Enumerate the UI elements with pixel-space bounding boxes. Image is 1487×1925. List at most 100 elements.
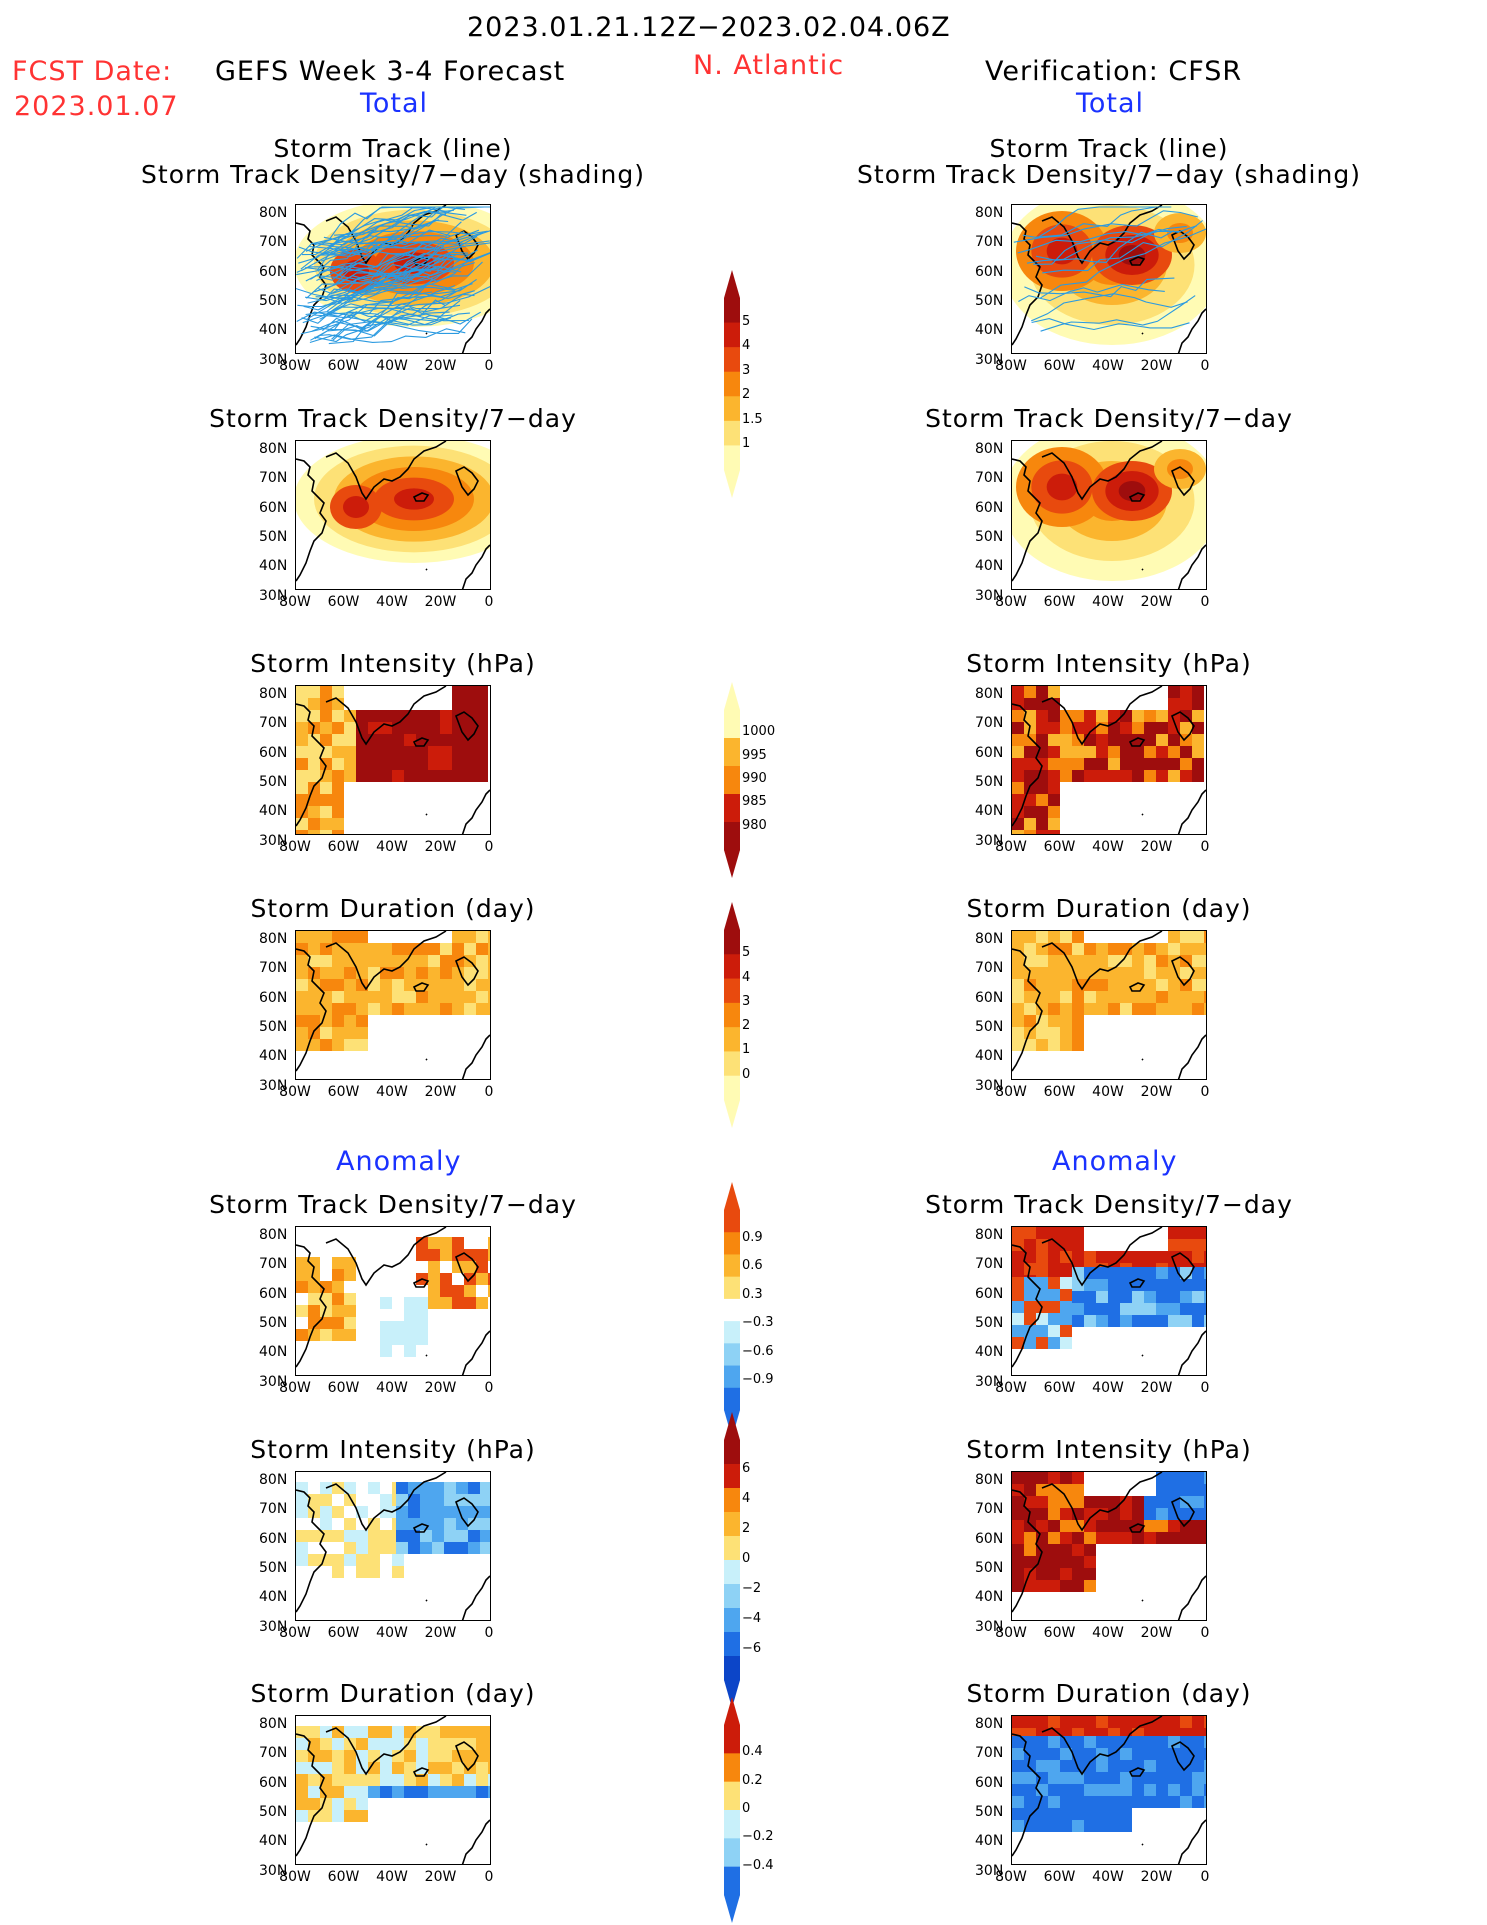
shade-cell — [468, 1518, 480, 1530]
shade-cell — [296, 770, 308, 782]
shade-cell — [1024, 979, 1036, 991]
shade-cell — [1120, 722, 1132, 734]
shade-cell — [1048, 1325, 1060, 1337]
shade-cell — [1036, 1472, 1048, 1484]
shade-cell — [440, 1273, 452, 1285]
coastline — [1177, 544, 1206, 589]
shade-cell — [1168, 1760, 1180, 1772]
shade-cell — [416, 770, 428, 782]
coastline — [454, 711, 479, 742]
shade-cell — [1192, 710, 1204, 722]
shade-cell — [356, 1774, 368, 1786]
shade-cell — [332, 1281, 344, 1293]
shade-cell — [488, 1249, 490, 1261]
map-panel-right-aduration — [1011, 1715, 1207, 1865]
shade-cell — [344, 1293, 356, 1305]
shade-cell — [296, 979, 308, 991]
shade-cell — [416, 1750, 428, 1762]
shade-cell — [296, 1506, 308, 1518]
shade-cell — [420, 1482, 432, 1494]
shade-cell — [1204, 1251, 1206, 1263]
lon-tick-label: 40W — [376, 1625, 408, 1641]
shade-cell — [1180, 1003, 1192, 1015]
colorbar-segment — [724, 1254, 740, 1278]
colorbar-label: −6 — [742, 1641, 762, 1656]
shade-cell — [296, 1786, 308, 1798]
shade-cell — [1192, 1796, 1204, 1808]
lat-tick-label: 40N — [259, 1589, 288, 1606]
shade-cell — [1180, 1291, 1192, 1303]
shade-cell — [1072, 1279, 1084, 1291]
shade-cell — [320, 1726, 332, 1738]
shade-cell — [344, 943, 356, 955]
storm-track-line — [1039, 228, 1206, 299]
shade-cell — [428, 710, 440, 722]
storm-track-line — [329, 206, 468, 239]
coastline — [296, 458, 327, 582]
shade-cell — [432, 1494, 444, 1506]
shade-cell — [432, 1506, 444, 1518]
shade-cell — [308, 1293, 320, 1305]
shade-cell — [392, 1003, 404, 1015]
coastline — [325, 441, 447, 501]
shade-cell — [1012, 1289, 1024, 1301]
shade-cell — [488, 943, 490, 955]
coastline — [1177, 789, 1206, 834]
shade-cell — [1072, 1303, 1084, 1315]
shade-cell — [1144, 1251, 1156, 1263]
shade-cell — [464, 698, 476, 710]
shade-cell — [1132, 1315, 1144, 1327]
shade-cell — [476, 1762, 488, 1774]
coastline — [1177, 308, 1206, 353]
shade-cell — [1168, 1736, 1180, 1748]
lon-tick-label: 0 — [1200, 839, 1210, 855]
shade-cell — [296, 746, 308, 758]
shade-cell — [1096, 1003, 1108, 1015]
shade-cell — [1108, 1532, 1120, 1544]
lon-tick-label: 80W — [279, 1869, 311, 1885]
shade-cell — [332, 734, 344, 746]
shade-cell — [1024, 710, 1036, 722]
shade-cell — [1156, 770, 1168, 782]
shade-cell — [392, 1321, 404, 1333]
lon-tick-label: 40W — [376, 1380, 408, 1396]
storm-track-line — [332, 299, 461, 324]
shade-cell — [452, 734, 464, 746]
shade-cell — [1084, 710, 1096, 722]
shade-cell — [1192, 967, 1204, 979]
shade-cell — [296, 1738, 308, 1750]
coastline — [296, 1244, 327, 1368]
lon-tick-label: 0 — [1200, 358, 1210, 374]
shade-cell — [1120, 1315, 1132, 1327]
lat-tick-label: 40N — [975, 558, 1004, 575]
lon-tick-label: 80W — [279, 839, 311, 855]
shade-cell — [332, 758, 344, 770]
lat-tick-label: 30N — [975, 587, 1004, 604]
coastline — [296, 703, 327, 827]
shade-cell — [1168, 1239, 1180, 1251]
shade-cell — [1072, 1532, 1084, 1544]
shade-cell — [1204, 1760, 1206, 1772]
shade-cell — [344, 1798, 356, 1810]
colorbar-label: 0.6 — [742, 1258, 763, 1274]
shade-cell — [1036, 1748, 1048, 1760]
shade-cell — [332, 1293, 344, 1305]
shade-cell — [488, 1774, 490, 1786]
shade-cell — [1012, 1325, 1024, 1337]
shade-cell — [1180, 1716, 1192, 1728]
shade-cell — [344, 1027, 356, 1039]
shade-cell — [1180, 991, 1192, 1003]
shade-cell — [1024, 955, 1036, 967]
shade-cell — [356, 770, 368, 782]
shade-cell — [296, 1257, 308, 1269]
shade-cell — [440, 1786, 452, 1798]
storm-track-line — [334, 316, 473, 334]
shade-cell — [296, 1015, 308, 1027]
shade-cell — [308, 1494, 320, 1506]
shade-cell — [476, 1003, 488, 1015]
shade-cell — [404, 710, 416, 722]
shade-cell — [416, 1786, 428, 1798]
coastline — [461, 308, 490, 353]
coastline — [461, 1330, 490, 1375]
shade-cell — [1024, 1313, 1036, 1325]
